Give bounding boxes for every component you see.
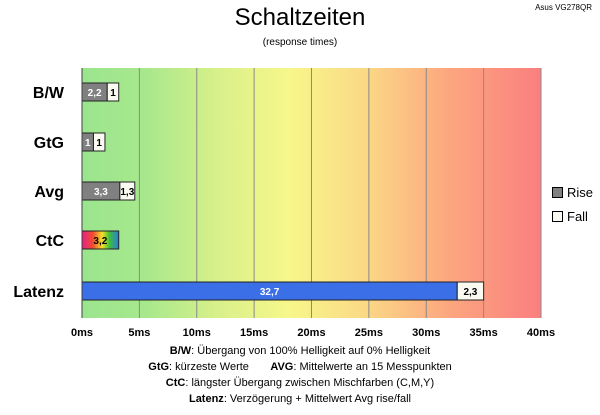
legend-label-fall: Fall bbox=[567, 208, 588, 224]
bar-fall-label: 2,3 bbox=[463, 287, 477, 298]
category-label: Avg bbox=[34, 184, 64, 201]
footnote-gtg-avg: GtG: kürzeste Werte AVG: Mittelwerte an … bbox=[148, 361, 452, 373]
x-tick-label: 10ms bbox=[183, 327, 211, 339]
bar-fall-label: 1 bbox=[96, 138, 102, 149]
footnote-bw: B/W: Übergang von 100% Helligkeit auf 0%… bbox=[169, 345, 431, 357]
chart-title: Schaltzeiten bbox=[234, 4, 366, 31]
chart-subtitle: (response times) bbox=[262, 37, 338, 48]
bar-rise-label: 2,2 bbox=[88, 88, 102, 99]
legend: Rise Fall bbox=[552, 180, 593, 228]
bar-rise-label: 32,7 bbox=[260, 287, 280, 298]
footnotes: B/W: Übergang von 100% Helligkeit auf 0%… bbox=[0, 343, 600, 407]
bar-fall bbox=[456, 281, 485, 301]
footnote-ctc: CtC: längster Übergang zwischen Mischfar… bbox=[165, 377, 435, 389]
bar-rise-label: 1 bbox=[85, 138, 91, 149]
bar-fall bbox=[92, 132, 106, 152]
plot-area: 2,2 11 13,3 1,33,232,7 2,3 B/WGtGAvgCtCLaten… bbox=[13, 68, 555, 339]
footnote-latenz: Latenz: Verzögerung + Mittelwert Avg ris… bbox=[188, 393, 412, 405]
legend-swatch-fall bbox=[552, 210, 563, 222]
legend-swatch-rise bbox=[552, 186, 563, 198]
x-tick-label: 25ms bbox=[355, 327, 383, 339]
legend-label-rise: Rise bbox=[567, 184, 594, 200]
x-tick-label: 15ms bbox=[240, 327, 268, 339]
category-label: Latenz bbox=[13, 284, 64, 301]
bar-fall bbox=[119, 181, 136, 201]
category-label: B/W bbox=[33, 85, 65, 102]
x-tick-label: 5ms bbox=[128, 327, 150, 339]
bar-fall-label: 1,3 bbox=[120, 187, 134, 198]
x-tick-label: 30ms bbox=[412, 327, 440, 339]
x-tick-label: 40ms bbox=[527, 327, 555, 339]
category-label: CtC bbox=[36, 233, 65, 250]
monitor-model-label: Asus VG278QR bbox=[535, 3, 592, 12]
legend-item-fall: Fall bbox=[552, 204, 593, 228]
bar-rise-label: 3,2 bbox=[93, 236, 107, 247]
legend-item-rise: Rise bbox=[552, 180, 593, 204]
category-label: GtG bbox=[34, 135, 64, 152]
bar-fall bbox=[106, 82, 120, 102]
x-tick-label: 35ms bbox=[470, 327, 498, 339]
x-tick-label: 20ms bbox=[297, 327, 325, 339]
bar-fall-label: 1 bbox=[110, 88, 116, 99]
x-tick-label: 0ms bbox=[71, 327, 93, 339]
bar-rise-label: 3,3 bbox=[94, 187, 108, 198]
